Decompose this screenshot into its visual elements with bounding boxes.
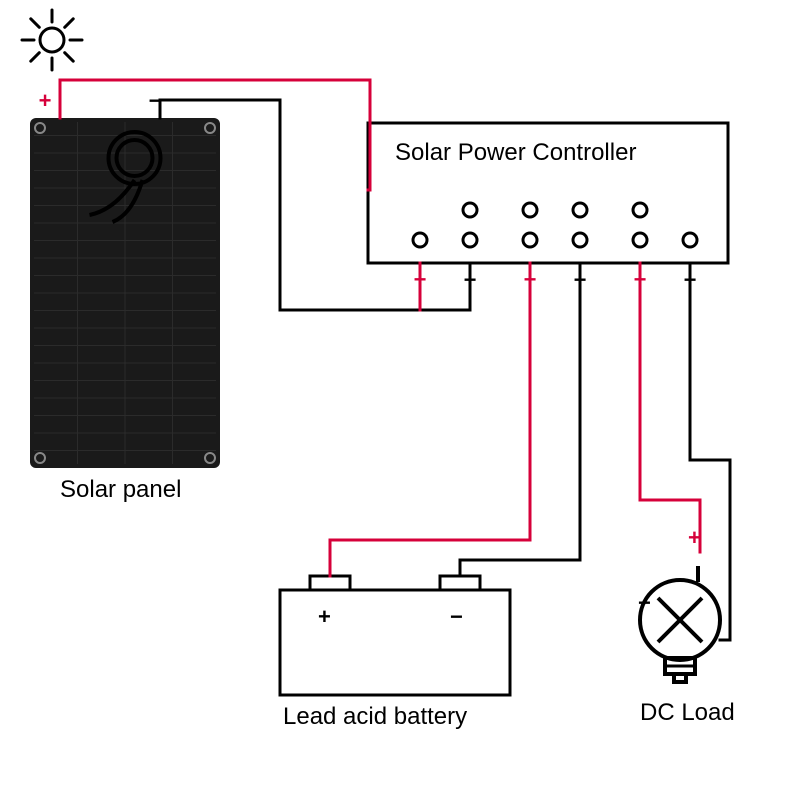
solar-panel	[30, 118, 220, 468]
load-label: DC Load	[640, 699, 735, 726]
battery	[280, 576, 510, 695]
battery-plus: +	[318, 604, 331, 629]
controller-title: Solar Power Controller	[395, 139, 636, 166]
battery-label: Lead acid battery	[283, 703, 467, 730]
solar-panel-label: Solar panel	[60, 476, 181, 503]
load-minus: −	[638, 590, 651, 615]
battery-minus: −	[450, 604, 463, 629]
panel-plus-label: +	[39, 88, 52, 113]
